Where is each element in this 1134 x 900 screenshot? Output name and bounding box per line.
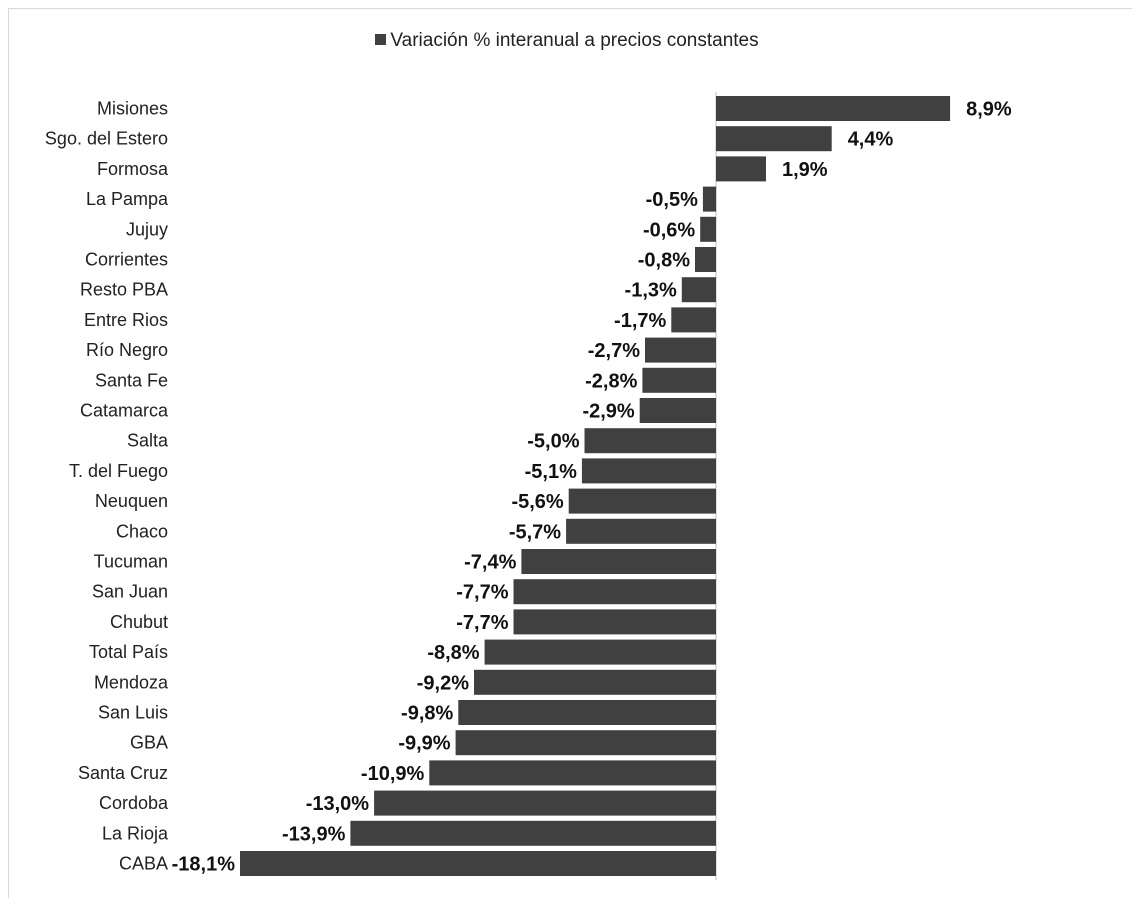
value-label: -7,4% [464, 552, 516, 574]
value-label: -0,5% [646, 189, 698, 211]
bar [240, 851, 716, 876]
value-label: -0,6% [643, 219, 695, 241]
value-label: -1,7% [614, 310, 666, 332]
bar [374, 790, 716, 816]
bar [429, 760, 716, 786]
value-label: -13,9% [282, 823, 346, 845]
value-label: -5,6% [511, 491, 563, 513]
category-labels: Misiones Sgo. del Estero Formosa La Pampa Ju… [45, 99, 169, 874]
bar [702, 186, 717, 212]
bar [484, 639, 716, 665]
value-label: -1,3% [625, 280, 677, 302]
value-label: -7,7% [456, 582, 508, 604]
category-label: Misiones [97, 99, 168, 119]
bar [455, 730, 716, 756]
bar [458, 700, 716, 725]
bars [240, 96, 951, 876]
category-label: Cordoba [99, 793, 169, 813]
bar [681, 277, 716, 303]
category-label: Entre Rios [84, 310, 168, 330]
category-label: Santa Cruz [78, 763, 168, 783]
bar [639, 398, 716, 423]
bar [642, 367, 716, 393]
category-label: CABA [119, 854, 168, 874]
value-label: -5,1% [525, 461, 577, 483]
category-label: T. del Fuego [69, 461, 168, 481]
value-label: 1,9% [782, 159, 828, 181]
bar [716, 156, 766, 182]
chart-frame [8, 8, 1132, 898]
value-label: -2,8% [585, 370, 637, 392]
bar [584, 428, 716, 454]
legend-label: Variación % interanual a precios constan… [390, 30, 759, 51]
category-label: Neuquen [95, 491, 168, 511]
legend-swatch [375, 34, 387, 45]
category-label: Santa Fe [95, 370, 168, 390]
value-label: -9,8% [401, 703, 453, 725]
category-label: San Juan [92, 582, 168, 602]
category-label: Formosa [97, 159, 169, 179]
value-label: -18,1% [172, 854, 236, 876]
bar [521, 549, 716, 574]
value-label: -7,7% [456, 612, 508, 634]
bar [513, 579, 716, 605]
bar [645, 337, 716, 363]
category-label: La Rioja [102, 823, 169, 843]
value-label: 4,4% [848, 129, 894, 151]
category-label: San Luis [98, 703, 168, 723]
category-label: GBA [130, 733, 168, 753]
value-label: -5,0% [527, 431, 579, 453]
bar [566, 518, 716, 544]
bar [350, 820, 716, 846]
value-label: -2,9% [582, 401, 634, 423]
bar [716, 96, 951, 121]
category-label: Río Negro [86, 340, 168, 360]
category-label: Sgo. del Estero [45, 129, 168, 149]
value-label: -9,2% [417, 672, 469, 694]
value-label: -0,8% [638, 250, 690, 272]
category-label: Tucuman [94, 552, 168, 572]
value-label: -9,9% [398, 733, 450, 755]
category-label: Resto PBA [80, 280, 168, 300]
value-label: 8,9% [966, 99, 1012, 121]
category-label: Corrientes [85, 250, 168, 270]
bar [474, 669, 716, 695]
category-label: Total País [89, 642, 168, 662]
value-labels: 8,9% 4,4% 1,9% -0,5% -0,6% -0,8% -1,3% -1,7% -2,… [172, 99, 1012, 876]
value-label: -5,7% [509, 521, 561, 543]
value-label: -2,7% [588, 340, 640, 362]
bar [568, 488, 716, 514]
category-label: Chaco [116, 521, 168, 541]
category-label: La Pampa [86, 189, 169, 209]
category-label: Chubut [110, 612, 168, 632]
category-label: Catamarca [80, 401, 169, 421]
value-label: -10,9% [361, 763, 425, 785]
bar [513, 609, 716, 635]
category-label: Jujuy [126, 219, 168, 239]
bar [716, 126, 832, 152]
value-label: -13,0% [306, 793, 370, 815]
bar [700, 216, 716, 242]
bar [695, 247, 716, 272]
bar [671, 307, 716, 333]
legend: Variación % interanual a precios constan… [0, 30, 1134, 52]
category-label: Salta [127, 431, 169, 451]
value-label: -8,8% [427, 642, 479, 664]
bar [581, 458, 716, 484]
category-label: Mendoza [94, 672, 169, 692]
